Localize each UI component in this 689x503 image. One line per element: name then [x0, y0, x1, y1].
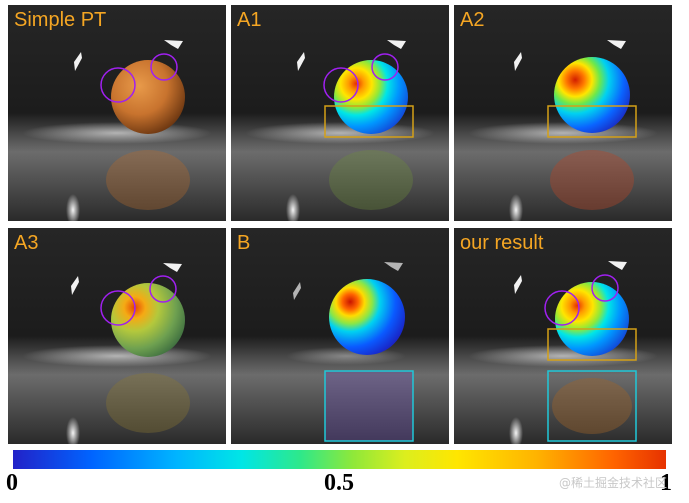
- render-image: [231, 228, 449, 444]
- highlight-circle: [100, 290, 136, 326]
- highlight-circle: [323, 67, 359, 103]
- sphere: [329, 279, 405, 355]
- render-image: [454, 5, 672, 221]
- panel-label: A3: [14, 232, 39, 254]
- panel-label: A1: [237, 9, 262, 31]
- panel-a3: A3: [8, 228, 226, 444]
- colorbar-tick-min: 0: [6, 470, 18, 496]
- panel-a1: A1: [231, 5, 449, 221]
- highlight-circle: [371, 53, 399, 81]
- highlight-box: [324, 105, 414, 138]
- panel-our-result: our result: [454, 228, 672, 444]
- highlight-circle: [100, 67, 136, 103]
- panel-label: A2: [460, 9, 485, 31]
- render-image: [231, 5, 449, 221]
- panel-label: B: [237, 232, 251, 254]
- highlight-box: [547, 328, 637, 361]
- highlight-circle: [544, 290, 580, 326]
- colorbar-tick-mid: 0.5: [324, 470, 354, 496]
- watermark: @稀土掘金技术社区: [558, 476, 667, 490]
- panel-b: B: [231, 228, 449, 444]
- colorbar: [13, 450, 666, 469]
- highlight-box: [324, 370, 414, 442]
- highlight-circle: [150, 53, 178, 81]
- highlight-box: [547, 105, 637, 138]
- panel-label: Simple PT: [14, 9, 107, 31]
- panel-label: our result: [460, 232, 544, 254]
- highlight-circle: [591, 274, 619, 302]
- panel-simple-pt: Simple PT: [8, 5, 226, 221]
- panel-a2: A2: [454, 5, 672, 221]
- sphere: [555, 282, 629, 356]
- render-image: [8, 228, 226, 444]
- highlight-box: [547, 370, 637, 442]
- colorbar-tick-max: 1: [660, 470, 672, 496]
- sphere: [111, 283, 185, 357]
- render-image: [454, 228, 672, 444]
- render-image: [8, 5, 226, 221]
- sphere: [554, 57, 630, 133]
- sphere: [111, 60, 185, 134]
- highlight-circle: [149, 275, 177, 303]
